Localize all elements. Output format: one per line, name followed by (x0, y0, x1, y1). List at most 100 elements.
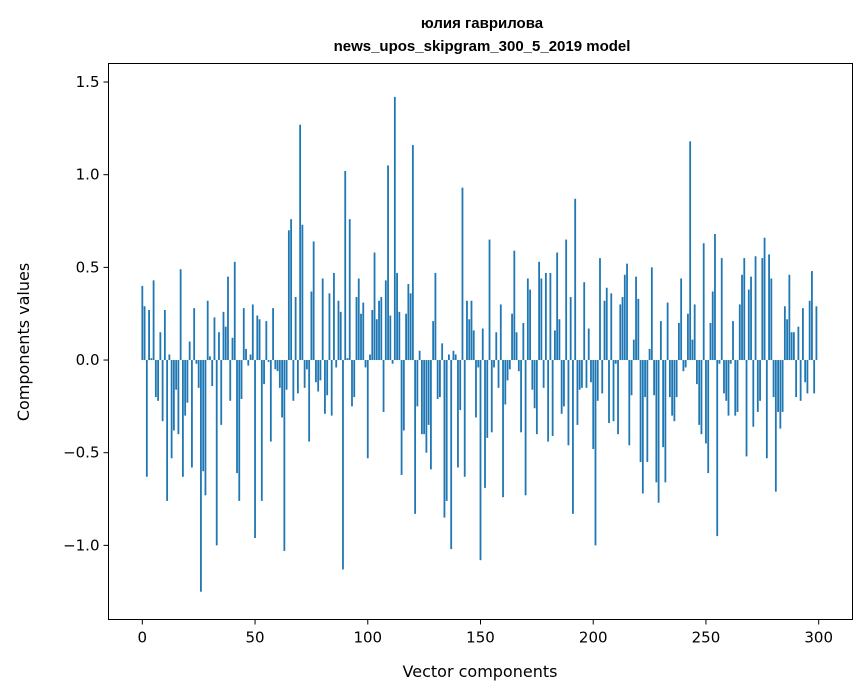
bar-96 (357, 278, 360, 361)
bar-242 (687, 313, 689, 361)
bar-113 (396, 272, 398, 361)
bar-193 (576, 360, 579, 425)
bar-178 (542, 360, 545, 388)
bar-275 (761, 258, 764, 361)
bar-191 (572, 360, 574, 514)
bar-167 (517, 360, 520, 372)
x-tick-label: 200 (579, 629, 608, 647)
bar-155 (490, 360, 493, 433)
bar-18 (182, 360, 184, 477)
bar-274 (759, 360, 761, 401)
bar-281 (774, 360, 777, 492)
bar-184 (556, 252, 559, 361)
bar-67 (292, 360, 295, 401)
bar-94 (353, 360, 356, 398)
bar-232 (664, 360, 667, 483)
bar-38 (227, 276, 229, 361)
bar-129 (432, 321, 435, 361)
bar-239 (680, 278, 683, 361)
bar-2 (145, 360, 148, 477)
x-axis-ticks: 0 50 100 150 200 250 300 (138, 619, 833, 647)
bar-28 (204, 360, 207, 496)
bar-205 (603, 300, 606, 361)
x-tick-label: 100 (353, 629, 382, 647)
bar-228 (655, 360, 658, 483)
bar-30 (209, 356, 211, 361)
bar-258 (723, 360, 725, 394)
bar-134 (443, 360, 446, 518)
bar-271 (752, 360, 755, 427)
bar-39 (229, 360, 232, 401)
bar-77 (315, 360, 317, 383)
bar-73 (306, 360, 308, 370)
bar-23 (193, 308, 196, 361)
bar-213 (621, 297, 624, 361)
bar-151 (481, 328, 484, 361)
bar-276 (763, 237, 766, 361)
bar-197 (585, 360, 588, 388)
bar-57 (269, 360, 272, 442)
bar-207 (608, 360, 610, 424)
bar-299 (815, 306, 818, 361)
bar-153 (486, 360, 489, 438)
bar-135 (445, 360, 448, 501)
bar-204 (601, 360, 604, 394)
bar-221 (639, 360, 642, 462)
bar-92 (348, 219, 351, 361)
bar-268 (745, 360, 748, 457)
bar-131 (436, 360, 439, 399)
y-tick-label: 1.5 (76, 73, 100, 91)
bar-170 (524, 360, 527, 496)
bar-280 (772, 360, 775, 398)
bar-160 (502, 360, 504, 498)
bar-125 (423, 360, 426, 435)
bar-147 (472, 330, 475, 361)
bar-8 (159, 332, 162, 361)
bar-91 (346, 358, 349, 361)
bar-138 (452, 350, 455, 361)
bar-88 (339, 311, 342, 361)
bar-80 (321, 278, 324, 361)
bar-282 (777, 360, 779, 412)
bar-62 (281, 360, 283, 418)
bar-198 (587, 328, 590, 361)
x-tick-label: 300 (804, 629, 833, 647)
bar-51 (256, 315, 259, 361)
bar-262 (732, 321, 734, 361)
bar-21 (188, 341, 191, 361)
bar-3 (148, 309, 150, 361)
bar-245 (693, 304, 696, 361)
bar-298 (813, 360, 816, 394)
bar-89 (342, 360, 344, 570)
bar-180 (547, 360, 550, 442)
bar-231 (662, 360, 665, 448)
bar-74 (308, 360, 311, 442)
bar-163 (508, 360, 511, 370)
bar-273 (756, 360, 759, 412)
bar-250 (705, 360, 707, 444)
bar-9 (161, 360, 164, 422)
bar-259 (725, 360, 728, 401)
bar-181 (549, 272, 552, 361)
bar-50 (254, 360, 256, 538)
bar-116 (402, 360, 405, 431)
bar-33 (215, 360, 218, 546)
bar-123 (418, 350, 421, 361)
bar-100 (366, 360, 369, 459)
bar-29 (206, 300, 209, 361)
bar-27 (202, 360, 205, 472)
bar-173 (531, 360, 534, 390)
bar-229 (657, 360, 660, 503)
bar-254 (714, 234, 716, 361)
bar-104 (375, 319, 378, 361)
y-tick-label: −0.5 (63, 444, 99, 462)
bar-218 (632, 339, 635, 361)
bar-217 (630, 360, 633, 396)
bar-40 (231, 337, 234, 361)
bar-241 (684, 360, 687, 368)
bar-220 (637, 298, 640, 361)
bar-69 (296, 360, 299, 394)
bar-59 (274, 360, 277, 370)
bar-83 (328, 293, 331, 361)
bar-102 (371, 309, 374, 361)
